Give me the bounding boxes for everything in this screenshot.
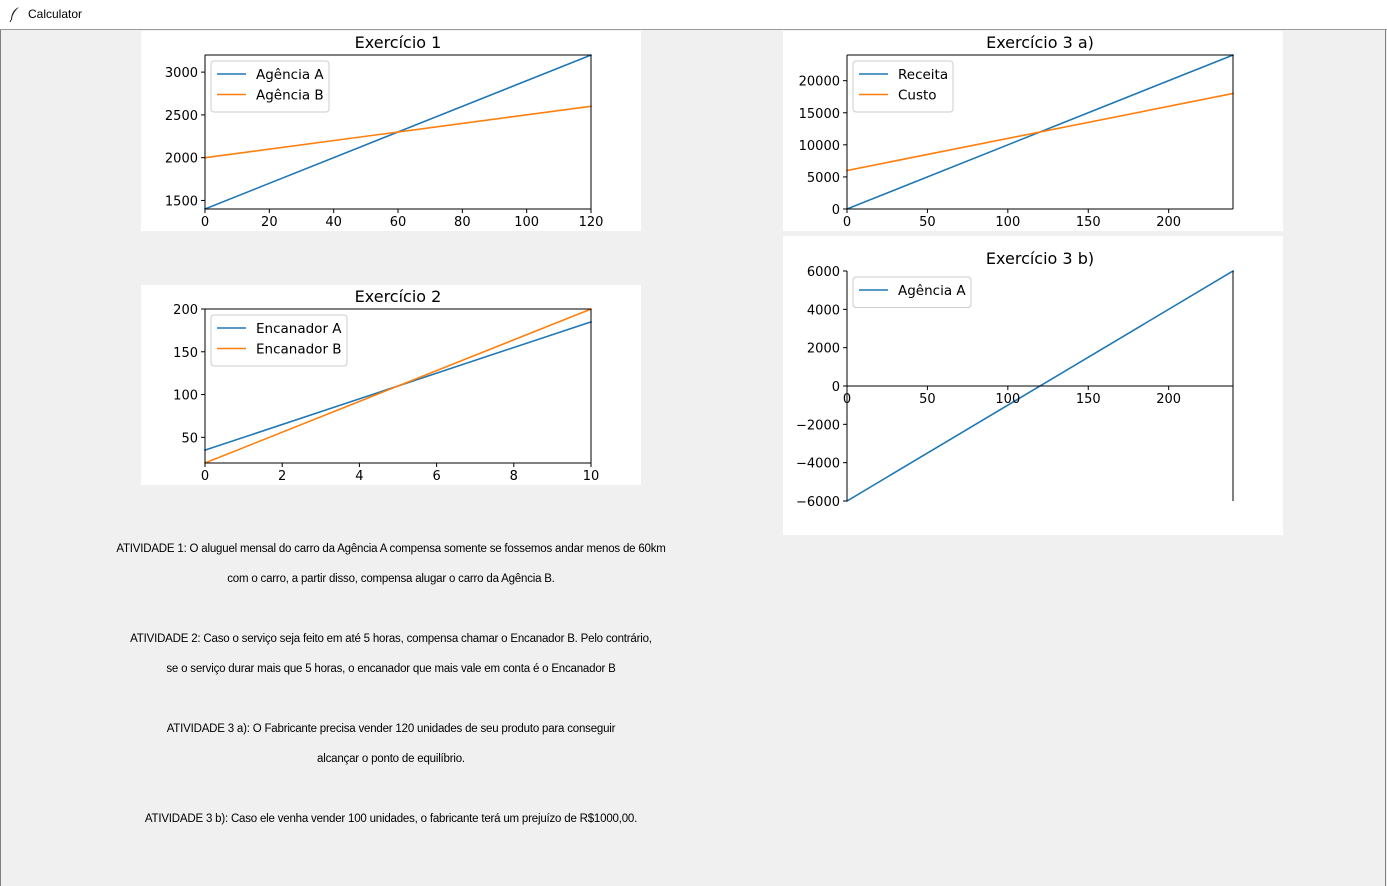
x-tick-label: 10: [583, 469, 600, 484]
y-tick-label: 200: [173, 303, 198, 318]
y-tick-label: 6000: [807, 265, 840, 280]
note-atividade-3a-line-1: ATIVIDADE 3 a): O Fabricante precisa ven…: [166, 723, 616, 735]
x-tick-label: 50: [919, 215, 936, 230]
x-tick-label: 200: [1156, 215, 1181, 230]
chart-exercicio-3b: Exercício 3 b) 0 50 100 150 200 −6000 −4000 −200…: [783, 236, 1283, 535]
x-tick-label: 100: [995, 392, 1020, 407]
legend-label-1: Agência B: [256, 88, 324, 104]
y-tick-label: 150: [173, 346, 198, 361]
y-tick-label: −6000: [796, 495, 840, 510]
x-tick-label: 0: [201, 469, 209, 484]
note-atividade-3a-line-2: alcançar o ponto de equilíbrio.: [317, 753, 465, 765]
x-tick-label: 2: [278, 469, 286, 484]
chart-ex3a-svg: Exercício 3 a) 0 50 100 150 200 0 5000 10000 1500…: [799, 33, 1235, 230]
x-tick-label: 60: [390, 215, 407, 230]
chart-ex2-svg: Exercício 2 0 2 4 6 8 10 50 100 150 200 Encanador A…: [173, 287, 600, 484]
x-tick-label: 6: [432, 469, 440, 484]
x-tick-label: 100: [514, 215, 539, 230]
legend-box: [852, 276, 972, 308]
y-tick-label: 2500: [165, 109, 198, 124]
y-tick-label: 20000: [799, 75, 840, 90]
x-tick-label: 40: [325, 215, 342, 230]
window-border-left: [0, 30, 1, 886]
x-tick-label: 20: [261, 215, 278, 230]
x-tick-label: 8: [510, 469, 518, 484]
chart-exercicio-3a: Exercício 3 a) 0 50 100 150 200 0 5000 10000 1500…: [783, 31, 1283, 231]
y-tick-label: 0: [832, 380, 840, 395]
x-tick-label: 200: [1156, 392, 1181, 407]
chart-title: Exercício 2: [355, 287, 442, 306]
y-tick-label: 3000: [165, 66, 198, 81]
chart-ex3b-svg: Exercício 3 b) 0 50 100 150 200 −6000 −4000 −200…: [796, 249, 1235, 510]
y-tick-label: 10000: [799, 139, 840, 154]
series-line-1: [204, 105, 592, 159]
y-tick-label: 0: [832, 203, 840, 218]
window-titlebar[interactable]: Calculator: [0, 0, 1387, 30]
x-tick-label: 80: [454, 215, 471, 230]
chart-title: Exercício 1: [355, 33, 442, 52]
legend-label-0: Agência A: [256, 67, 324, 83]
y-tick-label: 4000: [807, 303, 840, 318]
x-tick-label: 150: [1076, 215, 1101, 230]
y-tick-label: 100: [173, 389, 198, 404]
legend-label-0: Receita: [898, 67, 948, 83]
chart-title: Exercício 3 a): [986, 33, 1094, 52]
x-tick-label: 150: [1076, 392, 1101, 407]
y-tick-label: 5000: [807, 171, 840, 186]
y-tick-label: 2000: [807, 342, 840, 357]
note-atividade-1-line-2: com o carro, a partir disso, compensa al…: [227, 573, 555, 585]
series-line-1: [203, 307, 593, 465]
x-tick-label: 0: [201, 215, 209, 230]
y-tick-label: −2000: [796, 418, 840, 433]
window-title: Calculator: [28, 7, 83, 21]
x-tick-label: 4: [355, 469, 363, 484]
chart-ex1-svg: Exercício 1 0 20 40 60 80 100 120 1500 2000 2500 30…: [165, 33, 604, 230]
x-tick-label: 0: [843, 392, 851, 407]
x-tick-label: 120: [579, 215, 604, 230]
legend-label-1: Encanador B: [256, 342, 342, 358]
x-tick-label: 50: [919, 392, 936, 407]
chart-exercicio-1: Exercício 1 0 20 40 60 80 100 120 1500 2000 2500 30…: [141, 31, 641, 231]
x-tick-label: 0: [843, 215, 851, 230]
y-tick-label: 50: [181, 431, 198, 446]
note-atividade-2-line-2: se o serviço durar mais que 5 horas, o e…: [166, 663, 616, 675]
note-atividade-1-line-1: ATIVIDADE 1: O aluguel mensal do carro d…: [116, 543, 666, 555]
chart-title: Exercício 3 b): [986, 249, 1094, 268]
legend-label-0: Encanador A: [256, 321, 342, 337]
y-tick-label: −4000: [796, 457, 840, 472]
y-tick-label: 15000: [799, 107, 840, 122]
note-atividade-2-line-1: ATIVIDADE 2: Caso o serviço seja feito e…: [130, 633, 652, 645]
window-border-right: [1385, 30, 1386, 886]
legend-label-0: Agência A: [898, 283, 966, 299]
legend-label-1: Custo: [898, 88, 937, 104]
y-tick-label: 2000: [165, 152, 198, 167]
y-tick-label: 1500: [165, 194, 198, 209]
feather-icon: [9, 7, 19, 22]
series-line-1: [846, 92, 1234, 172]
note-atividade-3b-line-1: ATIVIDADE 3 b): Caso ele venha vender 10…: [144, 813, 638, 825]
chart-exercicio-2: Exercício 2 0 2 4 6 8 10 50 100 150 200 Encanador A…: [141, 285, 641, 485]
x-tick-label: 100: [995, 215, 1020, 230]
